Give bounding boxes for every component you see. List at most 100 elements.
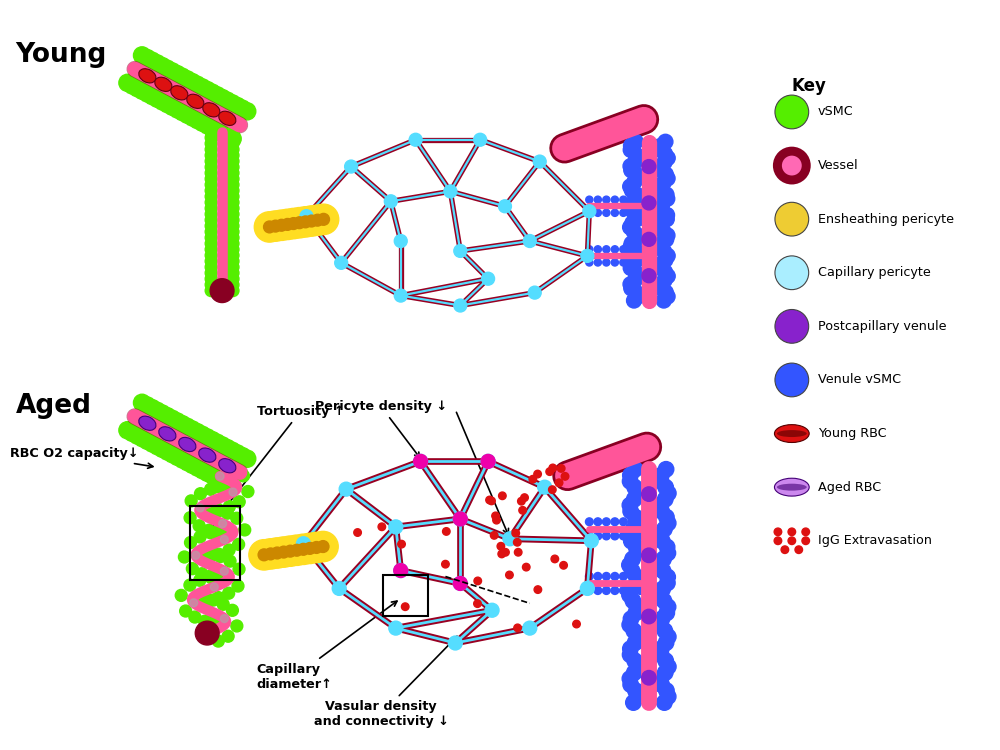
Circle shape (627, 461, 643, 477)
Circle shape (219, 520, 227, 528)
Circle shape (625, 216, 640, 231)
Circle shape (227, 238, 239, 250)
Circle shape (414, 454, 428, 468)
Text: Venule vSMC: Venule vSMC (818, 374, 901, 386)
Circle shape (602, 518, 610, 526)
Circle shape (584, 534, 598, 548)
Circle shape (196, 598, 208, 610)
Circle shape (645, 572, 653, 580)
Circle shape (490, 532, 498, 539)
Ellipse shape (139, 69, 156, 83)
Circle shape (625, 593, 641, 608)
Circle shape (284, 208, 315, 238)
Circle shape (178, 551, 190, 563)
Circle shape (585, 532, 593, 540)
Circle shape (624, 563, 640, 579)
Circle shape (214, 124, 231, 142)
Circle shape (210, 279, 234, 302)
Circle shape (205, 149, 217, 161)
Bar (383, 574, 428, 616)
Circle shape (658, 479, 673, 495)
Circle shape (660, 191, 675, 206)
Circle shape (210, 621, 222, 633)
Circle shape (619, 532, 627, 540)
Circle shape (514, 624, 521, 632)
Circle shape (623, 676, 638, 692)
Circle shape (184, 421, 201, 438)
Circle shape (205, 279, 217, 291)
Circle shape (214, 436, 231, 454)
Circle shape (631, 268, 645, 284)
Circle shape (205, 250, 217, 261)
Circle shape (194, 114, 211, 131)
Circle shape (197, 596, 209, 608)
Circle shape (474, 134, 487, 146)
Circle shape (227, 220, 239, 232)
Circle shape (628, 586, 636, 595)
Circle shape (199, 615, 211, 627)
Circle shape (628, 134, 643, 149)
Circle shape (179, 70, 196, 88)
Circle shape (205, 202, 217, 214)
Circle shape (654, 503, 669, 519)
Circle shape (227, 184, 239, 196)
Circle shape (154, 93, 171, 110)
Circle shape (227, 167, 239, 179)
Circle shape (654, 467, 669, 483)
Circle shape (205, 132, 217, 144)
Circle shape (210, 610, 222, 622)
Circle shape (218, 531, 229, 543)
Circle shape (645, 532, 653, 540)
Circle shape (378, 523, 386, 530)
Circle shape (300, 210, 313, 223)
Ellipse shape (774, 424, 809, 442)
Circle shape (194, 531, 206, 543)
Circle shape (623, 179, 638, 194)
Circle shape (653, 587, 668, 603)
Circle shape (660, 289, 675, 304)
Ellipse shape (199, 448, 216, 462)
Circle shape (622, 473, 638, 489)
Circle shape (227, 132, 239, 144)
Circle shape (317, 541, 329, 553)
Circle shape (239, 524, 251, 536)
Circle shape (624, 256, 638, 272)
Circle shape (499, 492, 506, 500)
Circle shape (234, 448, 251, 465)
Circle shape (775, 256, 809, 290)
Circle shape (186, 562, 198, 574)
Circle shape (409, 134, 422, 146)
Circle shape (205, 155, 217, 167)
Circle shape (660, 151, 675, 166)
Circle shape (389, 621, 403, 635)
Circle shape (626, 694, 641, 710)
Circle shape (656, 593, 672, 608)
Circle shape (174, 68, 191, 86)
Circle shape (630, 191, 645, 206)
Circle shape (642, 196, 656, 210)
Text: Aged: Aged (16, 393, 92, 418)
Circle shape (454, 299, 467, 312)
Circle shape (144, 435, 161, 452)
Circle shape (802, 528, 809, 536)
Circle shape (195, 488, 206, 500)
Circle shape (184, 109, 201, 126)
Circle shape (164, 98, 181, 116)
Circle shape (212, 635, 224, 647)
Circle shape (224, 130, 241, 147)
Circle shape (774, 148, 810, 184)
Circle shape (221, 476, 233, 488)
Circle shape (203, 596, 215, 608)
Circle shape (594, 246, 601, 253)
Circle shape (308, 204, 339, 235)
Circle shape (209, 434, 226, 451)
Circle shape (201, 548, 213, 560)
Circle shape (196, 568, 208, 580)
Circle shape (278, 209, 309, 238)
Circle shape (169, 65, 186, 82)
Circle shape (159, 60, 176, 77)
Circle shape (629, 188, 644, 202)
Circle shape (628, 682, 643, 698)
Circle shape (585, 518, 593, 526)
Circle shape (239, 450, 256, 467)
